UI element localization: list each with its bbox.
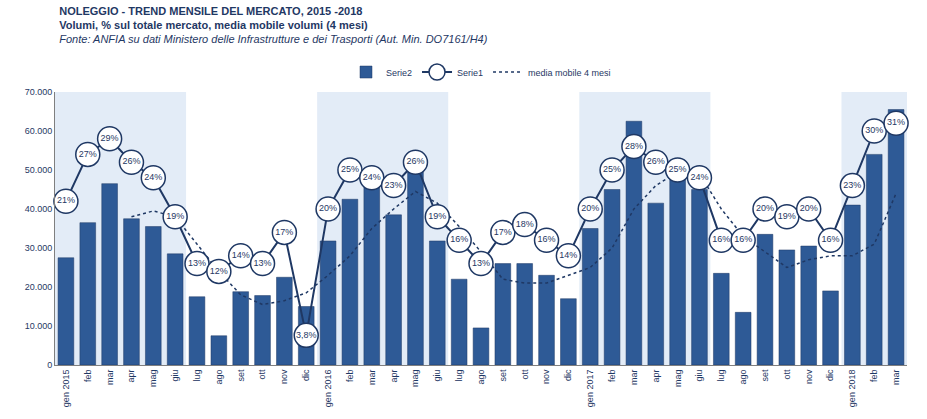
- svg-text:18%: 18%: [516, 219, 534, 229]
- svg-text:26%: 26%: [122, 156, 140, 166]
- svg-text:ott: ott: [520, 369, 530, 380]
- svg-text:feb: feb: [607, 370, 617, 383]
- svg-text:21%: 21%: [57, 195, 75, 205]
- svg-text:23%: 23%: [843, 180, 861, 190]
- svg-text:NOLEGGIO - TREND MENSILE DEL M: NOLEGGIO - TREND MENSILE DEL MERCATO, 20…: [59, 5, 487, 46]
- svg-text:mag: mag: [410, 370, 420, 388]
- svg-text:nov: nov: [279, 369, 289, 384]
- svg-text:giu: giu: [694, 370, 704, 382]
- svg-text:19%: 19%: [778, 211, 796, 221]
- svg-text:16%: 16%: [822, 234, 840, 244]
- svg-text:mar: mar: [105, 370, 115, 386]
- svg-text:set: set: [498, 369, 508, 382]
- svg-text:24%: 24%: [363, 172, 381, 182]
- svg-text:Serie1: Serie1: [457, 68, 483, 78]
- svg-text:dic: dic: [301, 369, 311, 381]
- svg-text:mar: mar: [629, 370, 639, 386]
- svg-text:mar: mar: [367, 370, 377, 386]
- svg-text:lug: lug: [192, 370, 202, 382]
- svg-text:20%: 20%: [319, 203, 337, 213]
- svg-text:28%: 28%: [625, 141, 643, 151]
- svg-text:25%: 25%: [603, 164, 621, 174]
- svg-text:ott: ott: [257, 369, 267, 380]
- svg-text:16%: 16%: [712, 234, 730, 244]
- svg-text:giu: giu: [432, 370, 442, 382]
- svg-text:29%: 29%: [101, 133, 119, 143]
- svg-text:16%: 16%: [450, 234, 468, 244]
- svg-text:23%: 23%: [385, 180, 403, 190]
- svg-text:24%: 24%: [144, 172, 162, 182]
- svg-text:mag: mag: [148, 370, 158, 388]
- svg-text:27%: 27%: [79, 149, 97, 159]
- svg-text:mar: mar: [891, 370, 901, 386]
- svg-text:13%: 13%: [472, 258, 490, 268]
- svg-text:3,8%: 3,8%: [296, 330, 317, 340]
- svg-text:20%: 20%: [756, 203, 774, 213]
- svg-text:mag: mag: [673, 370, 683, 388]
- svg-text:lug: lug: [454, 370, 464, 382]
- svg-text:0: 0: [47, 360, 52, 370]
- svg-text:feb: feb: [345, 370, 355, 383]
- svg-text:24%: 24%: [690, 172, 708, 182]
- svg-text:25%: 25%: [341, 164, 359, 174]
- svg-text:gen 2017: gen 2017: [585, 370, 595, 408]
- svg-text:set: set: [760, 369, 770, 382]
- svg-text:set: set: [236, 369, 246, 382]
- svg-text:20%: 20%: [581, 203, 599, 213]
- svg-text:30%: 30%: [865, 125, 883, 135]
- svg-text:giu: giu: [170, 370, 180, 382]
- svg-text:19%: 19%: [428, 211, 446, 221]
- svg-text:20.000: 20.000: [25, 282, 53, 292]
- svg-text:17%: 17%: [494, 227, 512, 237]
- svg-text:14%: 14%: [232, 250, 250, 260]
- svg-text:12%: 12%: [210, 266, 228, 276]
- svg-text:20%: 20%: [800, 203, 818, 213]
- svg-text:70.000: 70.000: [25, 87, 53, 97]
- svg-text:10.000: 10.000: [25, 321, 53, 331]
- svg-text:17%: 17%: [275, 227, 293, 237]
- svg-text:media mobile 4 mesi: media mobile 4 mesi: [528, 68, 611, 78]
- svg-text:ago: ago: [738, 370, 748, 385]
- svg-text:gen 2015: gen 2015: [61, 370, 71, 408]
- svg-text:25%: 25%: [669, 164, 687, 174]
- svg-text:nov: nov: [804, 369, 814, 384]
- svg-text:apr: apr: [651, 370, 661, 383]
- svg-text:gen 2018: gen 2018: [847, 370, 857, 408]
- svg-text:gen 2016: gen 2016: [323, 370, 333, 408]
- svg-text:ago: ago: [476, 370, 486, 385]
- svg-text:ago: ago: [214, 370, 224, 385]
- svg-text:16%: 16%: [538, 234, 556, 244]
- svg-text:ott: ott: [782, 369, 792, 380]
- svg-text:apr: apr: [389, 370, 399, 383]
- svg-text:30.000: 30.000: [25, 243, 53, 253]
- svg-text:60.000: 60.000: [25, 126, 53, 136]
- svg-text:dic: dic: [825, 369, 835, 381]
- svg-text:dic: dic: [563, 369, 573, 381]
- svg-text:13%: 13%: [188, 258, 206, 268]
- svg-text:40.000: 40.000: [25, 204, 53, 214]
- svg-text:13%: 13%: [254, 258, 272, 268]
- svg-text:Serie2: Serie2: [386, 68, 412, 78]
- svg-text:26%: 26%: [406, 156, 424, 166]
- svg-text:apr: apr: [126, 370, 136, 383]
- svg-text:16%: 16%: [734, 234, 752, 244]
- svg-text:14%: 14%: [559, 250, 577, 260]
- svg-text:50.000: 50.000: [25, 165, 53, 175]
- svg-text:31%: 31%: [887, 117, 905, 127]
- svg-text:feb: feb: [869, 370, 879, 383]
- svg-text:feb: feb: [83, 370, 93, 383]
- svg-text:lug: lug: [716, 370, 726, 382]
- svg-text:26%: 26%: [647, 156, 665, 166]
- svg-text:19%: 19%: [166, 211, 184, 221]
- svg-text:nov: nov: [541, 369, 551, 384]
